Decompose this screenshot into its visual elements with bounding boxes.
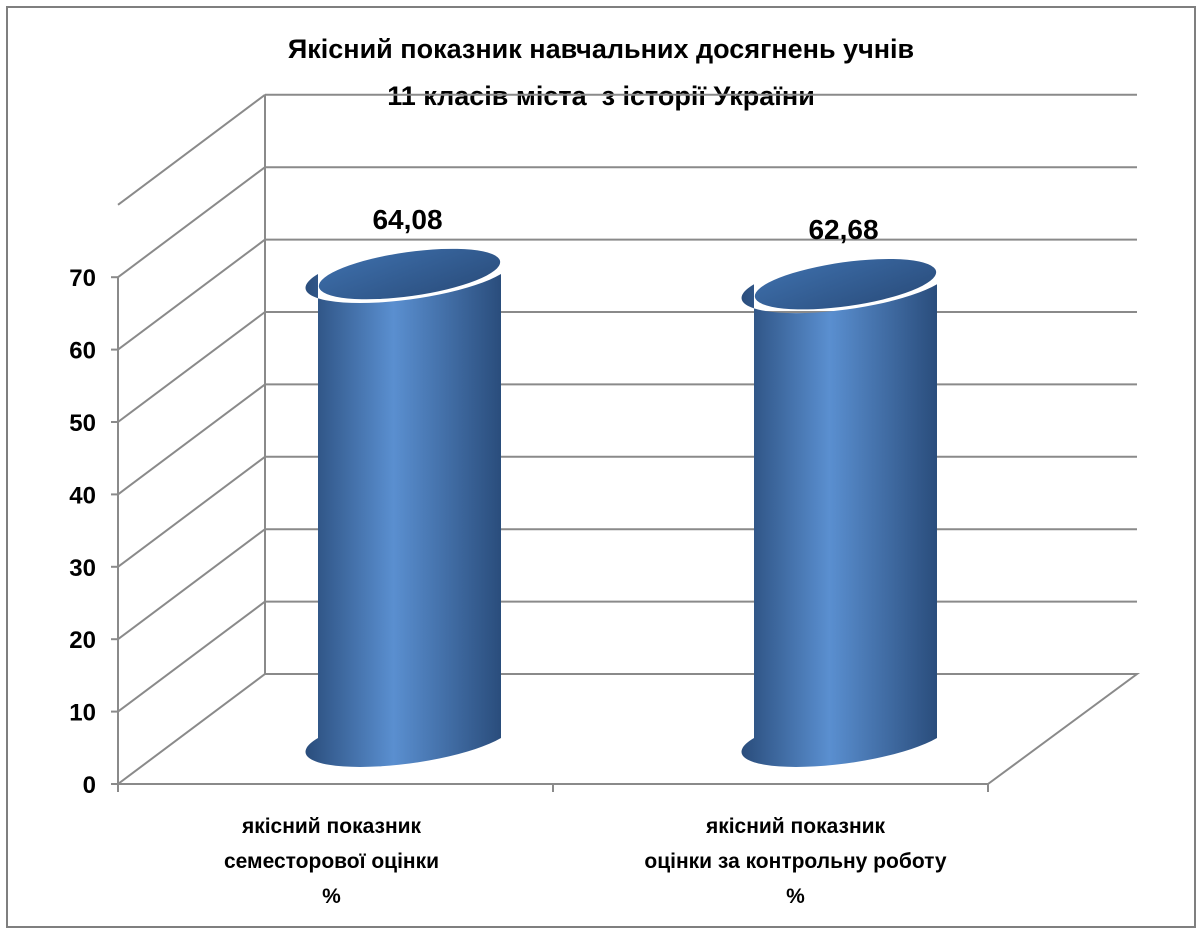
side-gridline: [117, 93, 266, 206]
data-labels: 64,08 62,68: [372, 204, 878, 245]
y-tick-label: 0: [83, 772, 96, 799]
side-gridline: [117, 238, 266, 351]
side-gridline: [117, 383, 266, 496]
y-tick-label: 70: [69, 265, 96, 292]
floor-outline: [117, 673, 1141, 785]
side-gridline: [117, 528, 266, 641]
side-gridline: [117, 600, 266, 713]
chart-title-line: Якісний показник навчальних досягнень уч…: [288, 34, 914, 64]
bar-top: [754, 258, 937, 310]
x-category-label: семесторової оцінки: [224, 850, 439, 873]
data-label: 62,68: [808, 214, 878, 245]
side-gridline: [117, 455, 266, 568]
y-tick-label: 60: [69, 338, 96, 365]
y-tick-label: 30: [69, 555, 96, 582]
chart-frame: [6, 6, 1196, 928]
x-category-label: %: [322, 885, 341, 908]
x-category-label: оцінки за контрольну роботу: [644, 850, 947, 873]
y-tick-labels: 0 10 20 30 40 50 60 70: [69, 265, 96, 799]
y-tick-label: 40: [69, 482, 96, 509]
side-gridline: [117, 311, 266, 423]
axes: [111, 276, 989, 792]
side-gridline: [117, 166, 266, 279]
x-category-label: якісний показник: [241, 815, 422, 838]
y-tick-label: 10: [69, 700, 96, 727]
y-tick-label: 50: [69, 410, 96, 437]
bar: [741, 284, 937, 767]
bar-top: [318, 248, 501, 300]
bars: [305, 248, 937, 767]
data-label: 64,08: [372, 204, 442, 235]
chart-title: Якісний показник навчальних досягнень уч…: [288, 34, 914, 111]
x-category-label: якісний показник: [705, 815, 886, 838]
x-category-labels: якісний показник семесторової оцінки% якіс…: [224, 815, 947, 908]
bar: [305, 274, 501, 767]
chart-title-line: 11 класів міста з історії України: [387, 81, 815, 111]
y-tick-label: 20: [69, 627, 96, 654]
x-category-label: %: [786, 885, 805, 908]
